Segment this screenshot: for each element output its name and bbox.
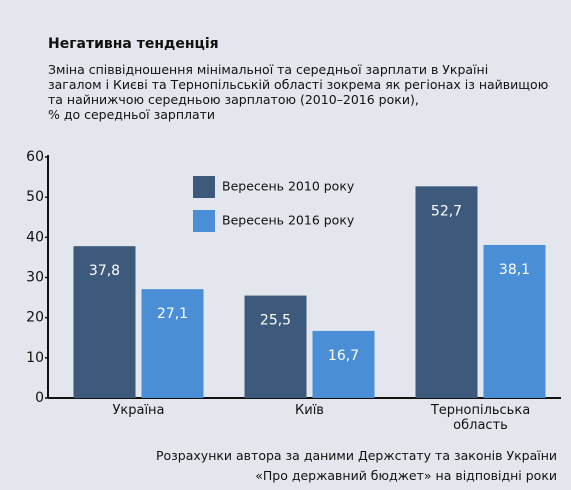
source-note: Розрахунки автора за даними Держстату та… [155,448,557,463]
legend-label: Вересень 2010 року [222,179,355,194]
bar [483,244,546,398]
y-tick-label: 50 [26,189,44,205]
x-tick-label: Київ [295,403,324,418]
value-label: 16,7 [328,348,359,364]
value-label: 37,8 [89,263,120,279]
value-label: 38,1 [499,262,530,278]
bar [415,186,478,398]
x-tick-label: Тернопільська область [430,403,531,433]
value-label: 52,7 [431,203,462,219]
x-tick-label: Україна [112,403,165,418]
legend-swatch [193,210,215,232]
legend-swatch [193,176,215,198]
legend-label: Вересень 2016 року [222,213,355,228]
value-label: 27,1 [157,306,188,322]
y-tick-label: 20 [26,310,44,326]
bar [312,330,375,398]
y-tick-label: 60 [26,149,44,165]
y-tick-label: 0 [35,390,44,406]
y-tick-label: 30 [26,270,44,286]
value-label: 25,5 [260,313,291,329]
subtitle: загалом і Києві та Тернопільській област… [48,77,549,92]
source-note: «Про державний бюджет» на відповідні рок… [255,468,557,483]
bar [244,295,307,398]
y-tick-label: 10 [26,350,44,366]
bar [73,246,136,398]
y-tick-label: 40 [26,229,44,245]
chart-title: Негативна тенденція [48,36,219,52]
bar [141,289,204,398]
subtitle: % до середньої зарплати [48,107,216,122]
subtitle: та найнижчою середньою зарплатою (2010–2… [48,92,419,107]
subtitle: Зміна співвідношення мінімальної та сере… [48,62,489,77]
